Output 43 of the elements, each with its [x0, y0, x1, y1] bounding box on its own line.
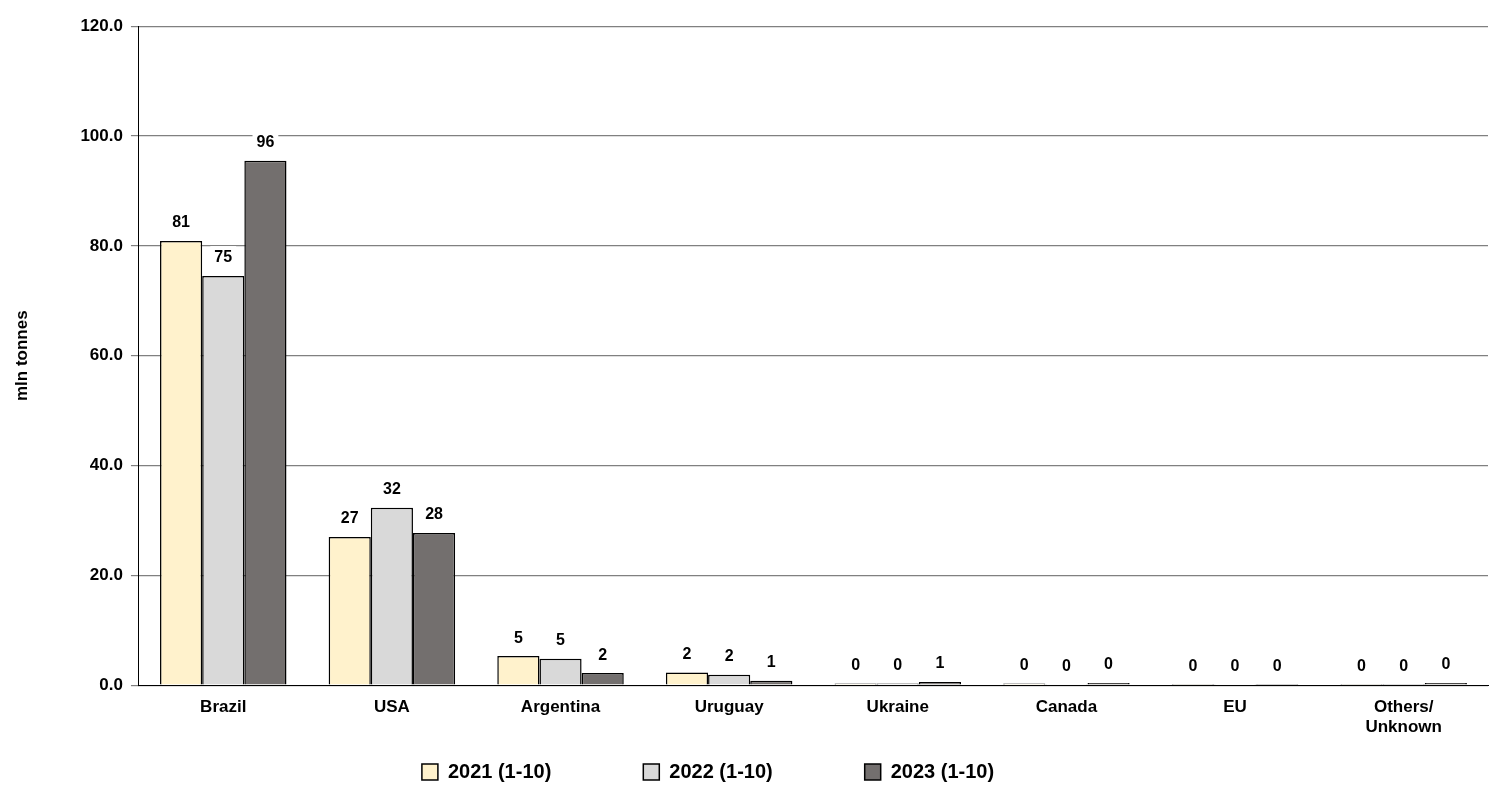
- data-label: 2: [682, 644, 692, 662]
- data-label: 0: [1357, 656, 1367, 674]
- data-label: 0: [1230, 657, 1240, 675]
- x-tick-label: Ukraine: [866, 697, 929, 717]
- data-label: 96: [256, 133, 275, 151]
- x-tick-label: Uruguay: [694, 697, 765, 717]
- data-label: 0: [1188, 656, 1198, 674]
- x-tick-label: Canada: [1035, 697, 1098, 717]
- data-label: 0: [851, 655, 861, 673]
- data-label: 0: [1104, 655, 1114, 673]
- x-tick-label: EU: [1223, 697, 1247, 717]
- data-label: 0: [1399, 656, 1409, 674]
- x-tick-label: Brazil: [200, 697, 247, 717]
- y-tick-label: 120.0: [80, 15, 123, 35]
- legend-label: 2022 (1-10): [669, 759, 853, 782]
- data-label: 0: [893, 655, 903, 673]
- data-label: 81: [172, 213, 191, 231]
- y-tick-label: 60.0: [89, 345, 123, 365]
- y-tick-label: 40.0: [89, 455, 123, 475]
- data-label: 1: [766, 653, 776, 671]
- data-label: 28: [425, 505, 444, 523]
- data-label: 2: [598, 645, 608, 663]
- data-label: 32: [382, 480, 401, 498]
- data-label: 0: [1061, 657, 1071, 675]
- data-label: 75: [214, 248, 233, 266]
- data-label: 0: [1441, 655, 1451, 673]
- data-label: 0: [1019, 655, 1029, 673]
- data-label: 0: [1272, 656, 1282, 674]
- x-tick-label: Argentina: [520, 697, 601, 717]
- y-tick-label: 80.0: [89, 235, 123, 255]
- y-axis-title: mln tonnes: [11, 310, 31, 402]
- legend-label: 2021 (1-10): [447, 759, 632, 782]
- y-tick-label: 20.0: [89, 565, 123, 585]
- data-label: 5: [513, 628, 523, 646]
- data-label: 27: [340, 509, 359, 527]
- data-label: 5: [556, 631, 566, 649]
- y-tick-label: 0.0: [99, 674, 123, 694]
- x-tick-label: Others/ Unknown: [1365, 697, 1442, 737]
- data-label: 2: [724, 647, 734, 665]
- x-tick-label: USA: [373, 697, 410, 717]
- y-tick-label: 100.0: [80, 125, 123, 145]
- legend-label: 2023 (1-10): [890, 759, 1075, 782]
- data-label: 1: [935, 654, 945, 672]
